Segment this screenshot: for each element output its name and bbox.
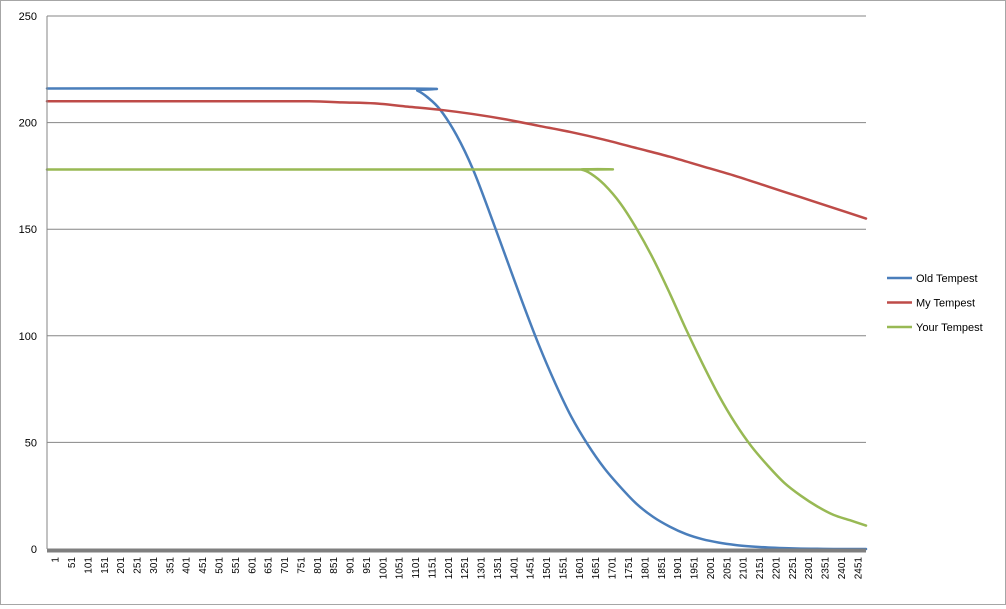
- legend-label: Your Tempest: [916, 322, 983, 334]
- series-lines: [45, 87, 868, 551]
- x-tick-label: 701: [280, 557, 291, 574]
- x-tick-label: 201: [116, 557, 127, 574]
- x-tick-label: 2051: [722, 557, 733, 580]
- x-tick-label: 2201: [771, 557, 782, 580]
- y-tick-label: 200: [19, 118, 37, 130]
- x-tick-label: 1251: [460, 557, 471, 580]
- x-tick-label: 1601: [575, 557, 586, 580]
- x-tick-label: 1401: [509, 557, 520, 580]
- x-tick-label: 1: [51, 557, 62, 563]
- x-tick-label: 1151: [427, 557, 438, 579]
- x-tick-label: 2001: [706, 557, 717, 580]
- x-tick-label: 1751: [624, 557, 635, 580]
- x-tick-label: 1851: [657, 557, 668, 580]
- x-tick-label: 551: [231, 557, 242, 574]
- gridlines: [47, 15, 866, 443]
- x-tick-label: 1951: [690, 557, 701, 580]
- x-tick-label: 2401: [837, 557, 848, 580]
- x-tick-label: 151: [100, 557, 111, 574]
- y-tick-label: 0: [31, 544, 37, 556]
- legend-label: Old Tempest: [916, 273, 978, 285]
- x-tick-label: 2251: [788, 557, 799, 580]
- x-tick-label: 1351: [493, 557, 504, 580]
- x-tick-label: 801: [313, 557, 324, 574]
- x-tick-label: 1501: [542, 557, 553, 580]
- x-tick-label: 1201: [444, 557, 455, 580]
- x-axis-ticks: 1 51 101 151 201 251 301 351 401 451 501 551 601 651 7…: [51, 557, 865, 580]
- x-tick-label: 501: [214, 557, 225, 574]
- y-tick-label: 150: [19, 224, 37, 236]
- y-tick-label: 100: [19, 331, 37, 343]
- x-tick-label: 901: [346, 557, 357, 574]
- x-tick-label: 1701: [608, 557, 619, 580]
- y-tick-label: 250: [19, 11, 37, 23]
- x-tick-label: 101: [83, 557, 94, 574]
- x-tick-label: 301: [149, 557, 160, 574]
- x-tick-label: 2151: [755, 557, 766, 580]
- x-tick-label: 1051: [395, 557, 406, 580]
- x-tick-label: 1001: [378, 557, 389, 580]
- x-tick-label: 601: [247, 557, 258, 574]
- series-line-old-tempest: [45, 87, 868, 551]
- x-tick-label: 1101: [411, 557, 422, 579]
- x-tick-label: 451: [198, 557, 209, 574]
- x-tick-label: 2101: [739, 557, 750, 580]
- x-tick-label: 2451: [853, 557, 864, 580]
- series-line-my-tempest: [45, 99, 868, 220]
- legend-label: My Tempest: [916, 298, 975, 310]
- x-tick-label: 1901: [673, 557, 684, 580]
- x-tick-label: 251: [133, 557, 144, 574]
- x-tick-label: 1301: [477, 557, 488, 580]
- x-tick-label: 951: [362, 557, 373, 574]
- x-tick-label: 1551: [558, 557, 569, 580]
- y-axis-ticks: 0 50 100 150 200 250: [19, 11, 37, 556]
- x-tick-label: 1801: [640, 557, 651, 580]
- x-tick-label: 651: [264, 557, 275, 574]
- series-line-your-tempest: [45, 167, 868, 527]
- x-tick-label: 351: [165, 557, 176, 574]
- x-tick-label: 751: [296, 557, 307, 574]
- x-tick-label: 2301: [804, 557, 815, 580]
- axes: [46, 16, 866, 553]
- x-tick-label: 2351: [821, 557, 832, 580]
- x-tick-label: 401: [182, 557, 193, 574]
- legend: Old Tempest My Tempest Your Tempest: [887, 273, 983, 334]
- x-tick-label: 51: [67, 557, 78, 569]
- x-tick-label: 1651: [591, 557, 602, 580]
- x-tick-label: 851: [329, 557, 340, 574]
- x-tick-label: 1451: [526, 557, 537, 580]
- y-tick-label: 50: [25, 437, 37, 449]
